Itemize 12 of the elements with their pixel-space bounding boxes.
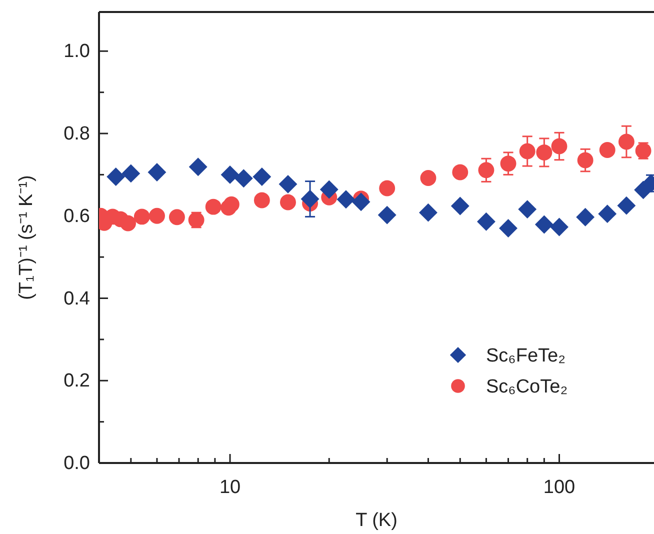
legend-label: Sc₆CoTe₂: [486, 376, 568, 398]
y-tick-label: 0.8: [64, 124, 90, 145]
y-tick-label: 0.4: [64, 288, 90, 310]
y-tick-label: 0.6: [64, 206, 90, 227]
legend-label: Sc₆FeTe₂: [486, 346, 566, 367]
y-axis-title: (T₁T)⁻¹ (s⁻¹ K⁻¹): [16, 175, 37, 300]
y-tick-label: 0.0: [64, 453, 90, 474]
y-tick-label: 1.0: [64, 41, 90, 62]
y-tick-label: 0.2: [64, 370, 90, 392]
x-axis-title: T (K): [356, 510, 398, 531]
x-tick-label: 100: [543, 476, 576, 498]
x-tick-label: 10: [219, 476, 241, 498]
